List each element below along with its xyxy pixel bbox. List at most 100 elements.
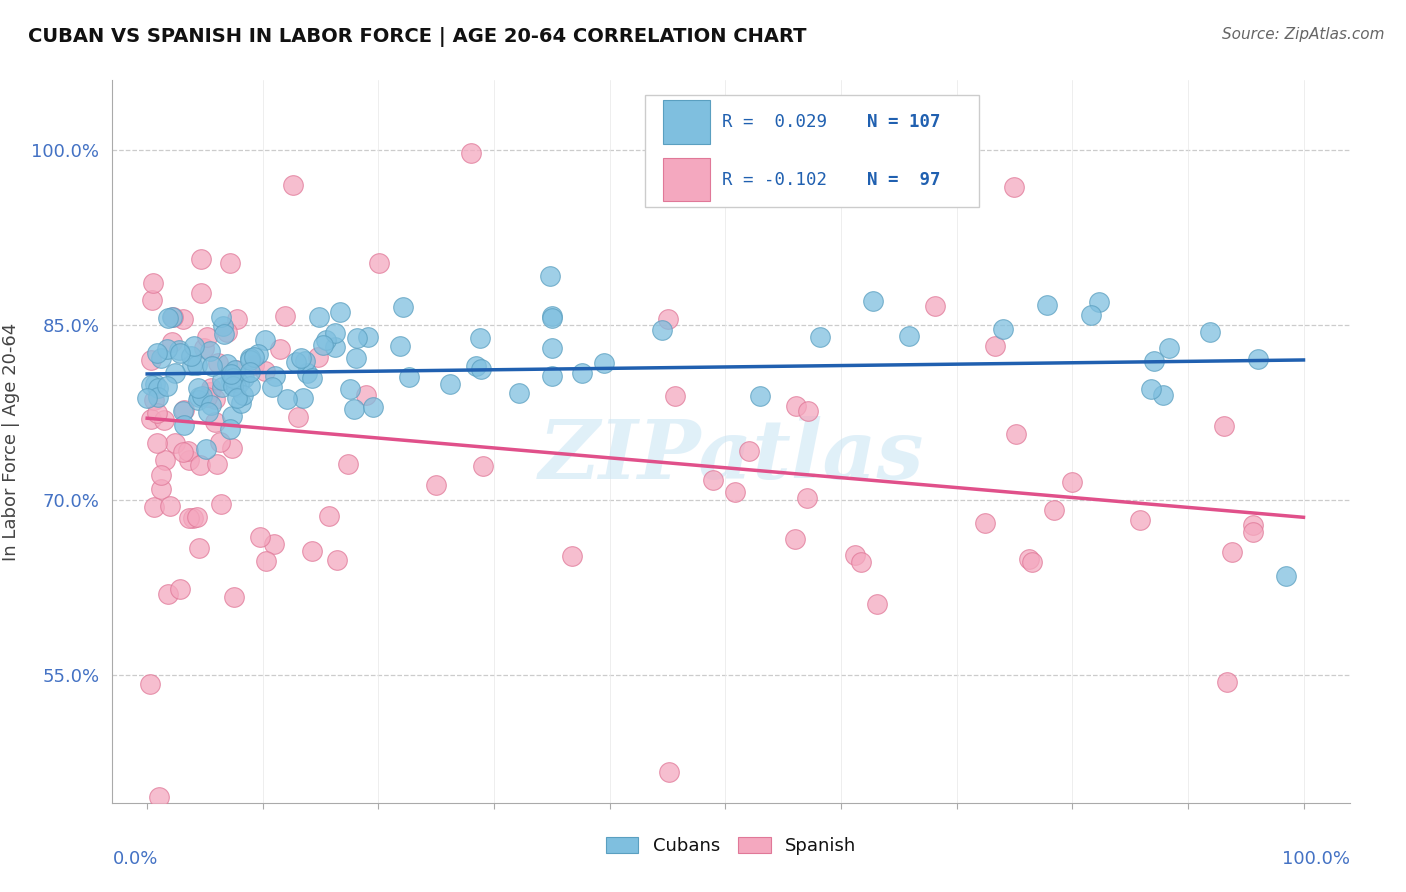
Cubans: [190, 389, 212, 403]
Cubans: [181, 358, 204, 372]
Cubans: [260, 380, 283, 394]
Spanish: [157, 587, 180, 601]
Cubans: [470, 362, 492, 376]
Spanish: [973, 516, 995, 530]
Cubans: [239, 365, 262, 379]
Spanish: [249, 531, 271, 545]
Cubans: [541, 342, 564, 356]
Cubans: [339, 382, 361, 396]
Spanish: [1062, 475, 1084, 489]
Text: R = -0.102: R = -0.102: [723, 170, 828, 188]
Spanish: [221, 441, 243, 455]
Spanish: [301, 543, 323, 558]
Spanish: [183, 510, 205, 524]
Cubans: [1142, 354, 1164, 368]
Spanish: [1043, 503, 1066, 517]
Spanish: [1018, 552, 1040, 566]
Cubans: [211, 373, 233, 387]
Spanish: [209, 497, 232, 511]
Spanish: [169, 582, 191, 597]
Spanish: [354, 388, 377, 402]
Cubans: [180, 350, 202, 364]
Spanish: [163, 436, 186, 450]
Cubans: [156, 342, 179, 356]
Cubans: [312, 337, 335, 351]
Cubans: [1247, 352, 1270, 367]
Cubans: [219, 368, 242, 382]
Spanish: [205, 457, 228, 471]
Spanish: [785, 399, 807, 413]
Cubans: [243, 350, 266, 364]
Spanish: [142, 392, 165, 407]
Cubans: [346, 331, 368, 345]
Spanish: [148, 790, 170, 805]
Cubans: [1139, 383, 1161, 397]
Cubans: [167, 343, 190, 357]
Spanish: [153, 453, 176, 467]
Spanish: [254, 364, 277, 378]
Cubans: [212, 318, 235, 333]
Spanish: [368, 256, 391, 270]
Cubans: [254, 333, 277, 347]
Cubans: [991, 322, 1014, 336]
Spanish: [1213, 418, 1236, 433]
Cubans: [239, 353, 262, 368]
Y-axis label: In Labor Force | Age 20-64: In Labor Force | Age 20-64: [3, 322, 20, 561]
Spanish: [326, 552, 349, 566]
Cubans: [173, 417, 195, 432]
Spanish: [269, 342, 291, 356]
Cubans: [226, 391, 249, 405]
Cubans: [136, 391, 159, 405]
Text: ZIPatlas: ZIPatlas: [538, 416, 924, 496]
Cubans: [1152, 388, 1174, 402]
Spanish: [200, 381, 222, 395]
Spanish: [224, 590, 246, 604]
Cubans: [149, 351, 172, 365]
Cubans: [211, 380, 233, 394]
Cubans: [221, 409, 243, 423]
Cubans: [308, 310, 330, 324]
Cubans: [323, 326, 346, 340]
Spanish: [177, 444, 200, 458]
Spanish: [139, 677, 162, 691]
Spanish: [1129, 513, 1152, 527]
Spanish: [152, 413, 174, 427]
Cubans: [200, 343, 222, 358]
Cubans: [169, 345, 191, 359]
Cubans: [214, 326, 236, 341]
Spanish: [172, 444, 194, 458]
Cubans: [222, 371, 245, 385]
Spanish: [1216, 674, 1239, 689]
Spanish: [737, 443, 759, 458]
Cubans: [163, 366, 186, 380]
Spanish: [207, 356, 229, 370]
Spanish: [139, 411, 162, 425]
Text: N =  97: N = 97: [868, 170, 941, 188]
Legend: Cubans, Spanish: Cubans, Spanish: [599, 830, 863, 863]
Spanish: [186, 509, 208, 524]
Cubans: [201, 359, 224, 373]
Cubans: [344, 351, 367, 365]
Spanish: [1241, 525, 1264, 540]
Spanish: [561, 549, 583, 564]
Spanish: [866, 597, 889, 611]
Spanish: [785, 533, 807, 547]
Spanish: [984, 339, 1007, 353]
Spanish: [145, 436, 167, 450]
FancyBboxPatch shape: [664, 100, 710, 144]
Spanish: [460, 145, 482, 160]
Spanish: [217, 325, 239, 339]
Cubans: [292, 391, 315, 405]
Spanish: [425, 478, 447, 492]
Spanish: [162, 334, 184, 349]
Cubans: [1080, 308, 1102, 322]
Cubans: [1199, 325, 1222, 339]
Cubans: [898, 329, 921, 343]
Spanish: [198, 385, 221, 400]
Spanish: [142, 277, 165, 291]
Cubans: [187, 381, 209, 395]
Spanish: [204, 415, 226, 429]
Cubans: [139, 377, 162, 392]
Spanish: [924, 299, 946, 313]
Spanish: [287, 410, 309, 425]
